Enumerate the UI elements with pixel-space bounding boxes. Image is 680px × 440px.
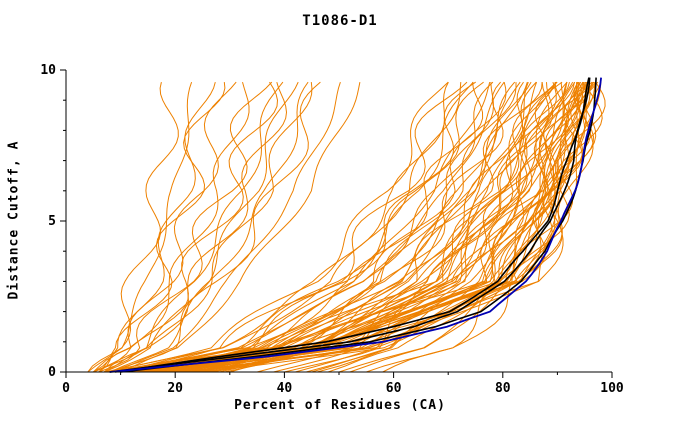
x-tick-label: 20 xyxy=(167,381,183,396)
y-tick-label: 10 xyxy=(40,63,56,78)
x-tick-label: 100 xyxy=(600,381,624,396)
x-tick-label: 40 xyxy=(277,381,293,396)
prediction-curves xyxy=(87,81,606,373)
highlight-curve xyxy=(109,77,602,373)
y-tick-label: 5 xyxy=(48,214,56,229)
x-tick-label: 0 xyxy=(62,381,70,396)
x-tick-label: 60 xyxy=(386,381,402,396)
x-axis-label: Percent of Residues (CA) xyxy=(234,398,446,413)
x-tick-label: 80 xyxy=(495,381,511,396)
reference-curves xyxy=(109,77,597,373)
chart-title: T1086-D1 xyxy=(302,13,378,29)
y-tick-label: 0 xyxy=(48,365,56,380)
